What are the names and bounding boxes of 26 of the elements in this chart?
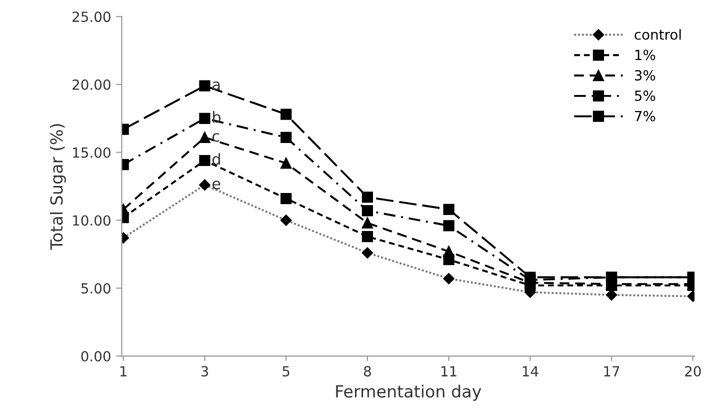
y-tick-label: 0.00 <box>81 351 110 362</box>
y-tick-label: 15.00 <box>73 147 110 158</box>
annotation: c <box>212 133 220 142</box>
x-tick-label: 14 <box>522 366 538 376</box>
y-tick-label: 20.00 <box>72 79 110 90</box>
legend-label: 5% <box>634 90 656 101</box>
annotation: e <box>212 180 220 190</box>
x-tick-label: 20 <box>685 366 701 377</box>
x-tick-label: 3 <box>201 366 208 377</box>
x-tick-label: 11 <box>441 366 456 376</box>
y-axis-title: Total Sugar (%) <box>50 124 66 250</box>
x-tick-label: 1 <box>120 366 126 376</box>
y-tick-label: 5.00 <box>81 283 110 294</box>
legend-label: 1% <box>635 50 656 60</box>
legend-label: 3% <box>634 70 656 81</box>
x-axis-title: Fermentation day <box>336 384 482 401</box>
x-tick-label: 5 <box>282 366 290 377</box>
y-tick-label: 10.00 <box>73 215 110 226</box>
y-tick-label: 25.00 <box>72 12 110 22</box>
legend-label: 7% <box>635 110 656 122</box>
legend-label: control <box>634 29 681 40</box>
annotation: a <box>212 81 220 90</box>
annotation: d <box>212 153 220 165</box>
annotation: b <box>213 111 221 123</box>
x-tick-label: 17 <box>604 366 620 376</box>
x-tick-label: 8 <box>364 366 371 377</box>
